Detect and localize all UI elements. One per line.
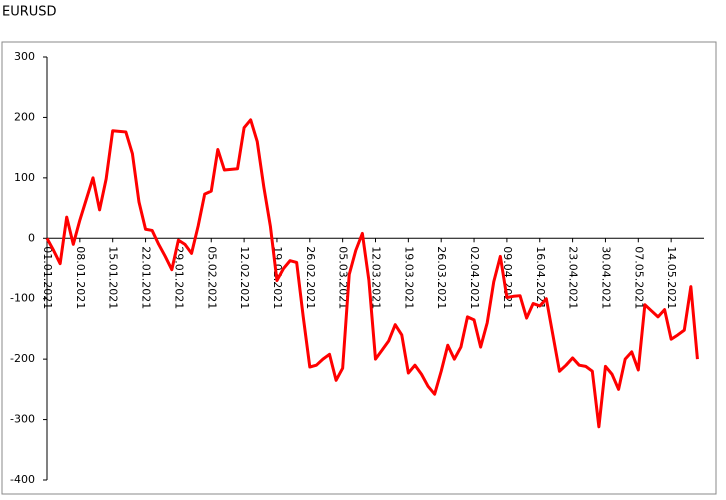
x-tick-label: 02.04.2021 bbox=[468, 246, 481, 309]
y-tick-label: 300 bbox=[14, 50, 35, 63]
plot-frame bbox=[1, 41, 717, 495]
x-tick-label: 09.04.2021 bbox=[501, 246, 514, 309]
x-tick-label: 07.05.2021 bbox=[632, 246, 645, 309]
x-tick-label: 12.02.2021 bbox=[238, 246, 251, 309]
y-tick-label: -400 bbox=[10, 473, 35, 486]
x-tick-label: 29.01.2021 bbox=[172, 246, 185, 309]
y-tick-label: 100 bbox=[14, 171, 35, 184]
x-tick-label: 01.01.2021 bbox=[41, 246, 54, 309]
x-tick-label: 05.02.2021 bbox=[205, 246, 218, 309]
x-tick-label: 14.05.2021 bbox=[665, 246, 678, 309]
x-tick-label: 26.02.2021 bbox=[304, 246, 317, 309]
x-tick-label: 08.01.2021 bbox=[74, 246, 87, 309]
y-tick-label: 200 bbox=[14, 110, 35, 123]
y-tick-label: -300 bbox=[10, 413, 35, 426]
data-line bbox=[45, 118, 699, 429]
y-tick-label: -200 bbox=[10, 352, 35, 365]
x-tick-label: 30.04.2021 bbox=[599, 246, 612, 309]
x-tick-label: 12.03.2021 bbox=[370, 246, 383, 309]
x-tick-label: 19.03.2021 bbox=[402, 246, 415, 309]
x-tick-label: 16.04.2021 bbox=[534, 246, 547, 309]
y-tick-label: -100 bbox=[10, 292, 35, 305]
x-tick-label: 15.01.2021 bbox=[107, 246, 120, 309]
x-tick-label: 23.04.2021 bbox=[567, 246, 580, 309]
x-tick-label: 22.01.2021 bbox=[140, 246, 153, 309]
y-tick-label: 0 bbox=[28, 231, 35, 244]
chart-title: EURUSD bbox=[2, 5, 57, 20]
x-tick-label: 26.03.2021 bbox=[435, 246, 448, 309]
